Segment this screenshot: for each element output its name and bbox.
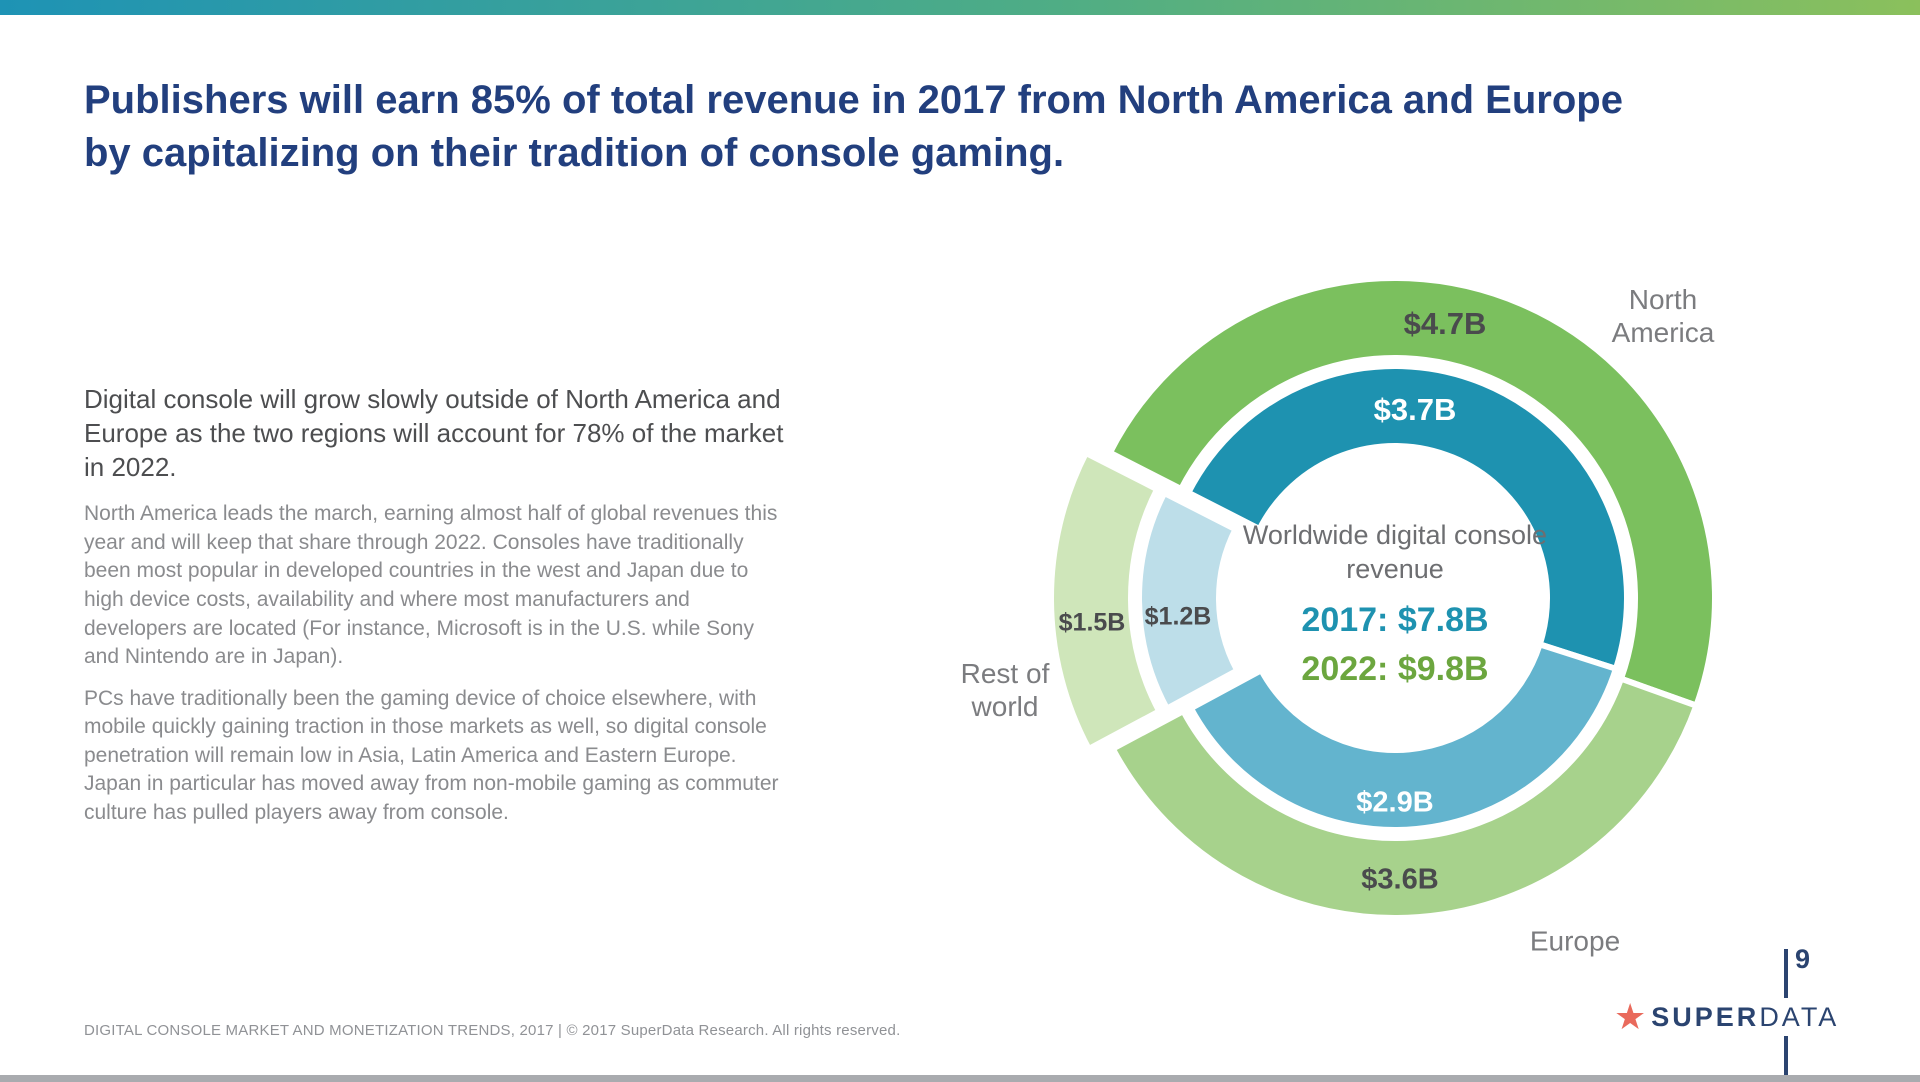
donut-segment-2022-north-america <box>1106 275 1718 709</box>
donut-segment-2017-rest-of-world <box>1136 489 1241 712</box>
value-label-2022-europe: $3.6B <box>1361 863 1439 896</box>
top-gradient-bar <box>0 0 1920 15</box>
region-label-europe: Europe <box>1529 925 1621 957</box>
region-label-north-america: North America <box>1611 283 1715 348</box>
footer-text: DIGITAL CONSOLE MARKET AND MONETIZATION … <box>84 1022 901 1039</box>
region-label-rest-of-world: Rest of world <box>960 657 1050 722</box>
value-label-2017-north-america: $3.7B <box>1373 392 1457 427</box>
left-text-column: Digital console will grow slowly outside… <box>84 383 784 840</box>
donut-chart: $4.7B $3.6B $1.5B $3.7B $2.9B $1.2B Nort… <box>961 218 1775 978</box>
slide-title: Publishers will earn 85% of total revenu… <box>84 78 1623 175</box>
superdata-logo: ★ SUPER DATA <box>1614 999 1839 1035</box>
subheading: Digital console will grow slowly outside… <box>84 384 784 482</box>
donut-segment-2022-europe <box>1109 675 1700 921</box>
page-number-divider-line-bottom <box>1784 1036 1788 1075</box>
page-number-divider-line-top <box>1784 949 1788 998</box>
donut-chart-svg <box>1048 275 1718 921</box>
donut-segment-2017-north-america <box>1185 363 1630 672</box>
logo-text-data: DATA <box>1759 1001 1840 1032</box>
chart-total-2017: 2017: $7.8B <box>1301 601 1489 640</box>
bottom-bar <box>0 1075 1920 1082</box>
donut-segment-2022-rest-of-world <box>1048 449 1163 752</box>
body-paragraph-1: North America leads the march, earning a… <box>84 502 778 669</box>
chart-center-text: Worldwide digital console revenue 2017: … <box>1238 518 1553 694</box>
chart-total-2022: 2022: $9.8B <box>1301 650 1489 689</box>
value-label-2022-north-america: $4.7B <box>1403 306 1487 341</box>
donut-segment-2017-europe <box>1187 641 1619 833</box>
logo-text-super: SUPER <box>1651 1001 1760 1032</box>
value-label-2022-rest-of-world: $1.5B <box>1058 608 1126 637</box>
page-number: 9 <box>1795 944 1811 974</box>
chart-center-title: Worldwide digital console revenue <box>1242 520 1548 585</box>
value-label-2017-europe: $2.9B <box>1356 786 1434 819</box>
star-icon: ★ <box>1614 996 1647 1037</box>
value-label-2017-rest-of-world: $1.2B <box>1144 602 1212 631</box>
body-paragraph-2: PCs have traditionally been the gaming d… <box>84 686 779 824</box>
